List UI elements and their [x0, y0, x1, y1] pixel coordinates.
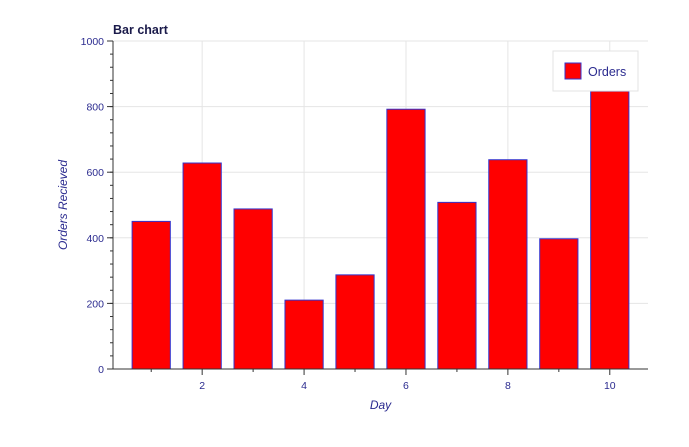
- legend-swatch: [564, 62, 582, 80]
- y-tick-label: 0: [98, 364, 104, 376]
- bar-day-5: [335, 274, 375, 370]
- chart-title: Bar chart: [113, 23, 169, 37]
- x-tick-label: 4: [301, 380, 307, 392]
- x-tick-label: 10: [604, 380, 616, 392]
- legend: Orders: [552, 50, 639, 92]
- bar-day-8: [488, 159, 528, 370]
- y-tick-label: 200: [86, 298, 104, 310]
- y-tick-label: 600: [86, 167, 104, 179]
- bar-day-4: [284, 299, 324, 370]
- x-tick-label: 6: [403, 380, 409, 392]
- bar-day-3: [233, 208, 273, 370]
- bar-day-2: [182, 162, 222, 370]
- y-tick-label: 800: [86, 102, 104, 114]
- y-axis-label: Orders Recieved: [56, 160, 70, 250]
- x-axis-label: Day: [370, 398, 392, 412]
- bars: [131, 90, 630, 370]
- bar-day-7: [437, 201, 477, 370]
- axes: 0 200 400 600 800 1000 2 4 6 8 10: [81, 36, 648, 392]
- x-tick-label: 2: [199, 380, 205, 392]
- y-tick-label: 400: [86, 233, 104, 245]
- y-tick-label: 1000: [81, 36, 105, 48]
- legend-label-orders: Orders: [588, 65, 626, 79]
- bar-day-10: [590, 90, 630, 370]
- bar-day-1: [131, 220, 171, 370]
- x-tick-label: 8: [505, 380, 511, 392]
- bar-day-6: [386, 108, 426, 370]
- bar-day-9: [539, 238, 579, 370]
